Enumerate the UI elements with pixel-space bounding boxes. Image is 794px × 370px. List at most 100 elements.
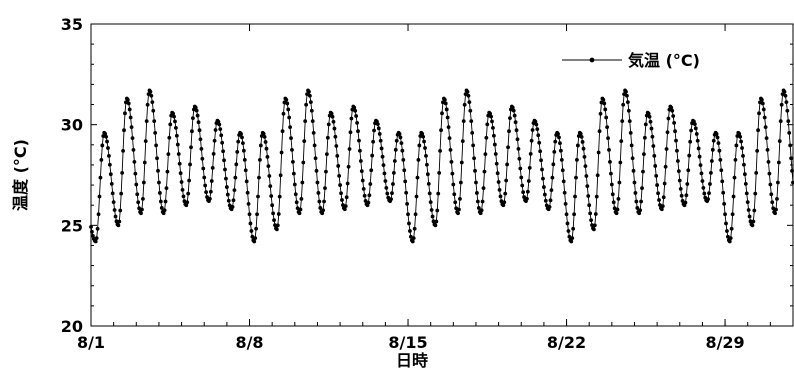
series-point [747, 214, 752, 219]
series-point [264, 146, 269, 151]
series-point [709, 170, 713, 175]
plot-frame [90, 23, 794, 327]
series-point [391, 170, 396, 175]
series-point [109, 181, 114, 186]
series-point [617, 180, 622, 185]
series-point [274, 227, 279, 232]
series-point [125, 97, 130, 102]
series-point [460, 139, 465, 144]
x-axis-ticks: 8/1 8/8 8/15 8/22 8/29 [77, 24, 771, 352]
series-point [557, 135, 561, 140]
series-point [331, 119, 336, 124]
series-point [653, 164, 658, 168]
series-layer [89, 88, 794, 244]
series-point [132, 159, 137, 164]
series-point [544, 203, 549, 208]
series-point [606, 136, 610, 141]
series-point [582, 154, 587, 159]
series-point [247, 212, 252, 217]
series-point [619, 139, 624, 144]
series-point [765, 147, 770, 152]
series-point [423, 146, 427, 150]
series-point [95, 226, 100, 231]
series-point [673, 129, 677, 134]
legend: 気温 (°C) [562, 51, 700, 70]
series-point [537, 140, 542, 145]
series-point [155, 156, 159, 161]
series-point [628, 130, 633, 135]
series-point [437, 171, 442, 175]
series-point [367, 193, 372, 198]
series-point [128, 115, 133, 120]
series-point [326, 122, 331, 127]
series-point [495, 171, 500, 176]
series-point [366, 200, 371, 205]
series-point [427, 191, 432, 196]
series-point [400, 148, 405, 153]
series-point [286, 107, 291, 112]
series-point [234, 162, 239, 167]
series-point [611, 200, 616, 205]
series-point [785, 108, 790, 113]
series-point [219, 133, 224, 138]
series-point [594, 194, 599, 199]
series-point [178, 171, 183, 176]
series-point [269, 194, 274, 198]
series-point [443, 101, 448, 106]
series-point [344, 195, 349, 200]
series-point [614, 211, 619, 216]
series-point [514, 128, 519, 133]
x-tick-label: 8/29 [705, 333, 744, 352]
series-point [661, 195, 666, 200]
series-point [118, 208, 123, 213]
series-point [542, 185, 546, 189]
series-point [761, 107, 766, 112]
series-point [299, 196, 304, 201]
series-point [609, 182, 614, 187]
series-point [94, 236, 99, 241]
series-point [538, 149, 543, 154]
series-point [562, 190, 567, 195]
series-point [671, 114, 676, 118]
series-point [480, 199, 485, 204]
series-point [133, 171, 138, 176]
series-point [663, 164, 668, 169]
series-point [764, 136, 769, 141]
series-point [99, 158, 104, 162]
series-point [308, 100, 313, 105]
series-point [625, 100, 630, 105]
series-point [566, 229, 571, 233]
series-point [528, 152, 533, 156]
series-point [670, 108, 675, 113]
series-point [527, 166, 532, 170]
series-point [176, 152, 181, 156]
series-point [573, 194, 577, 199]
series-point [320, 211, 325, 216]
series-point [244, 179, 249, 184]
series-point [776, 180, 780, 185]
series-point [240, 135, 244, 140]
series-point [776, 160, 781, 165]
series-point [786, 119, 791, 124]
series-point [506, 145, 510, 150]
series-point [624, 89, 628, 94]
series-point [126, 101, 131, 106]
series-point [459, 160, 464, 165]
series-point [651, 144, 656, 148]
series-point [291, 159, 295, 164]
series-point [502, 200, 507, 205]
series-point [720, 179, 725, 184]
series-point [707, 191, 711, 196]
series-point [659, 207, 664, 212]
series-point [98, 175, 103, 180]
series-point [721, 190, 726, 195]
series-point [141, 180, 146, 185]
series-point [489, 114, 493, 119]
series-point [649, 126, 654, 131]
series-point [245, 190, 250, 195]
series-point [729, 226, 734, 231]
series-point [442, 97, 447, 102]
series-point [503, 191, 508, 196]
series-point [284, 97, 289, 102]
series-point [123, 111, 127, 116]
